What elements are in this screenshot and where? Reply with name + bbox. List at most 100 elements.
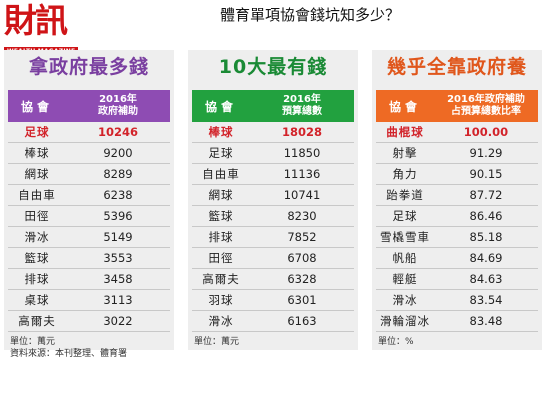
cell-association: 田徑 [208, 251, 234, 265]
table-header: 協會 2016年政府補助 占預算總數比率 [376, 90, 538, 122]
cell-association: 田徑 [24, 209, 50, 223]
footnote: 資料來源：本刊整理、體育署 [10, 349, 128, 359]
footnote: 單位：萬元 [10, 337, 56, 347]
table-row: 棒球 18028 [192, 122, 354, 143]
header-metric-line: 預算總數 [282, 106, 322, 117]
cell-value: 10741 [283, 188, 321, 202]
cell-association: 排球 [208, 230, 234, 244]
table-body: 足球 10246 棒球 9200 網球 8289 自由車 6238 田徑 5396 滑冰 5149 籃球… [8, 122, 170, 332]
cell-value: 86.46 [469, 209, 503, 223]
cell-value: 9200 [103, 146, 133, 160]
header-metric-line: 2016年 [283, 94, 321, 105]
cell-association: 高爾夫 [18, 314, 56, 328]
panel-title: 10大最有錢 [218, 56, 328, 78]
cell-value: 87.72 [469, 188, 503, 202]
logo: 財訊 WEALTH MAGAZINE [4, 1, 90, 56]
header-association: 協會 [20, 99, 53, 114]
cell-value: 8230 [287, 209, 317, 223]
cell-value: 91.29 [469, 146, 503, 160]
logo-wordmark: 財訊 [4, 1, 68, 40]
table-row: 棒球 9200 [8, 143, 170, 164]
cell-association: 射擊 [392, 146, 418, 160]
table-row: 射擊 91.29 [376, 143, 538, 164]
header-metric: 2016年政府補助 占預算總數比率 [434, 90, 538, 122]
table-row: 排球 3458 [8, 269, 170, 290]
header-metric-line: 2016年政府補助 [447, 94, 525, 105]
cell-association: 自由車 [18, 188, 56, 202]
table-row: 籃球 8230 [192, 206, 354, 227]
cell-association: 滑冰 [208, 314, 234, 328]
cell-value: 100.00 [463, 125, 509, 139]
cell-value: 3022 [103, 314, 133, 328]
cell-value: 83.48 [469, 314, 503, 328]
cell-association: 桌球 [24, 293, 50, 307]
panel-title: 幾乎全靠政府養 [386, 56, 527, 78]
cell-association: 跆拳道 [386, 188, 424, 202]
cell-value: 90.15 [469, 167, 503, 181]
cell-value: 6708 [287, 251, 317, 265]
cell-value: 83.54 [469, 293, 503, 307]
cell-association: 排球 [24, 272, 50, 286]
cell-association: 滑冰 [24, 230, 50, 244]
cell-value: 5396 [103, 209, 133, 223]
table-row: 羽球 6301 [192, 290, 354, 311]
header-association: 協會 [388, 99, 421, 114]
footnotes: 單位：萬元資料來源：本刊整理、體育署 [10, 336, 174, 360]
table-row: 輕艇 84.63 [376, 269, 538, 290]
table-row: 跆拳道 87.72 [376, 185, 538, 206]
header-metric-line: 政府補助 [98, 106, 138, 117]
table-row: 排球 7852 [192, 227, 354, 248]
cell-value: 3553 [103, 251, 133, 265]
footnote: 單位：% [378, 337, 414, 347]
table-row: 網球 10741 [192, 185, 354, 206]
cell-value: 6238 [103, 188, 133, 202]
panel-top10-richest: 10大最有錢 協會 2016年 預算總數 棒球 18028 足球 11850 自由車 11136 網… [188, 50, 358, 350]
footnotes: 單位：% [378, 336, 542, 348]
cell-association: 滑冰 [392, 293, 418, 307]
cell-value: 84.69 [469, 251, 503, 265]
footnote: 單位：萬元 [194, 337, 240, 347]
cell-association: 棒球 [208, 125, 234, 139]
table-row: 桌球 3113 [8, 290, 170, 311]
table-row: 高爾夫 6328 [192, 269, 354, 290]
table-row: 滑冰 83.54 [376, 290, 538, 311]
cell-value: 6163 [287, 314, 317, 328]
cell-association: 籃球 [208, 209, 234, 223]
table-header: 協會 2016年 政府補助 [8, 90, 170, 122]
table-row: 網球 8289 [8, 164, 170, 185]
table-row: 雪橇雪車 85.18 [376, 227, 538, 248]
table-body: 曲棍球 100.00 射擊 91.29 角力 90.15 跆拳道 87.72 足球 86.46 雪橇… [376, 122, 538, 332]
cell-value: 3458 [103, 272, 133, 286]
table-row: 滑冰 5149 [8, 227, 170, 248]
cell-association: 帆船 [392, 251, 418, 265]
header-metric-line: 2016年 [99, 94, 137, 105]
table-body: 棒球 18028 足球 11850 自由車 11136 網球 10741 籃球 8230 排球 785… [192, 122, 354, 332]
table-row: 高爾夫 3022 [8, 311, 170, 332]
cell-association: 足球 [392, 209, 418, 223]
cell-association: 自由車 [202, 167, 240, 181]
cell-value: 84.63 [469, 272, 503, 286]
header-metric: 2016年 預算總數 [250, 90, 354, 122]
table-row: 滑輪溜冰 83.48 [376, 311, 538, 332]
cell-value: 18028 [281, 125, 322, 139]
cell-value: 6301 [287, 293, 317, 307]
table-row: 足球 86.46 [376, 206, 538, 227]
cell-association: 足球 [24, 125, 50, 139]
cell-association: 輕艇 [392, 272, 418, 286]
cell-association: 曲棍球 [386, 125, 424, 139]
table-row: 曲棍球 100.00 [376, 122, 538, 143]
cell-association: 高爾夫 [202, 272, 240, 286]
cell-value: 3113 [103, 293, 133, 307]
cell-association: 籃球 [24, 251, 50, 265]
header-association: 協會 [204, 99, 237, 114]
table-header: 協會 2016年 預算總數 [192, 90, 354, 122]
table-row: 滑冰 6163 [192, 311, 354, 332]
table-row: 自由車 11136 [192, 164, 354, 185]
cell-association: 羽球 [208, 293, 234, 307]
table-row: 田徑 5396 [8, 206, 170, 227]
cell-association: 網球 [24, 167, 50, 181]
panel-subsidy-ratio: 幾乎全靠政府養協會 2016年政府補助 占預算總數比率 曲棍球 100.00 射擊 91.2… [372, 50, 542, 350]
panel-most-subsidy: 拿政府最多錢 協會 2016年 政府補助 足球 10246 棒球 9200 網球 8289 自由車 6… [4, 50, 174, 359]
table-row: 自由車 6238 [8, 185, 170, 206]
table-row: 帆船 84.69 [376, 248, 538, 269]
